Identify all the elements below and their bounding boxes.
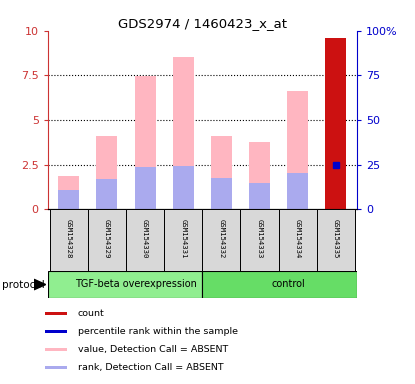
- Bar: [58, 176, 79, 209]
- Bar: [278, 209, 317, 271]
- Bar: [173, 166, 194, 209]
- Bar: [325, 38, 347, 209]
- Bar: [45, 348, 66, 351]
- Bar: [58, 190, 79, 209]
- Text: rank, Detection Call = ABSENT: rank, Detection Call = ABSENT: [78, 363, 223, 372]
- Bar: [240, 209, 278, 271]
- Text: GSM154332: GSM154332: [218, 219, 225, 258]
- Title: GDS2974 / 1460423_x_at: GDS2974 / 1460423_x_at: [118, 17, 287, 30]
- Bar: [202, 271, 357, 298]
- Text: GSM154328: GSM154328: [66, 219, 72, 258]
- Bar: [134, 76, 156, 209]
- Bar: [88, 209, 126, 271]
- Bar: [202, 209, 240, 271]
- Bar: [50, 209, 88, 271]
- Bar: [287, 173, 308, 209]
- Text: control: control: [271, 279, 305, 289]
- Text: GSM154334: GSM154334: [295, 219, 301, 258]
- Bar: [48, 271, 202, 298]
- Text: percentile rank within the sample: percentile rank within the sample: [78, 327, 237, 336]
- Bar: [134, 167, 156, 209]
- Bar: [96, 136, 117, 209]
- Text: GSM154331: GSM154331: [180, 219, 186, 258]
- Bar: [173, 56, 194, 209]
- Text: GSM154335: GSM154335: [333, 219, 339, 258]
- Polygon shape: [34, 279, 46, 290]
- Text: GSM154330: GSM154330: [142, 219, 148, 258]
- Bar: [287, 91, 308, 209]
- Bar: [211, 178, 232, 209]
- Text: protocol: protocol: [2, 280, 45, 290]
- Text: GSM154329: GSM154329: [104, 219, 110, 258]
- Bar: [164, 209, 202, 271]
- Bar: [96, 179, 117, 209]
- Bar: [45, 312, 66, 315]
- Text: value, Detection Call = ABSENT: value, Detection Call = ABSENT: [78, 345, 228, 354]
- Bar: [317, 209, 355, 271]
- Bar: [211, 136, 232, 209]
- Bar: [249, 142, 270, 209]
- Bar: [249, 184, 270, 209]
- Bar: [45, 366, 66, 369]
- Text: TGF-beta overexpression: TGF-beta overexpression: [75, 279, 196, 289]
- Text: count: count: [78, 309, 104, 318]
- Bar: [45, 330, 66, 333]
- Bar: [126, 209, 164, 271]
- Text: GSM154333: GSM154333: [256, 219, 263, 258]
